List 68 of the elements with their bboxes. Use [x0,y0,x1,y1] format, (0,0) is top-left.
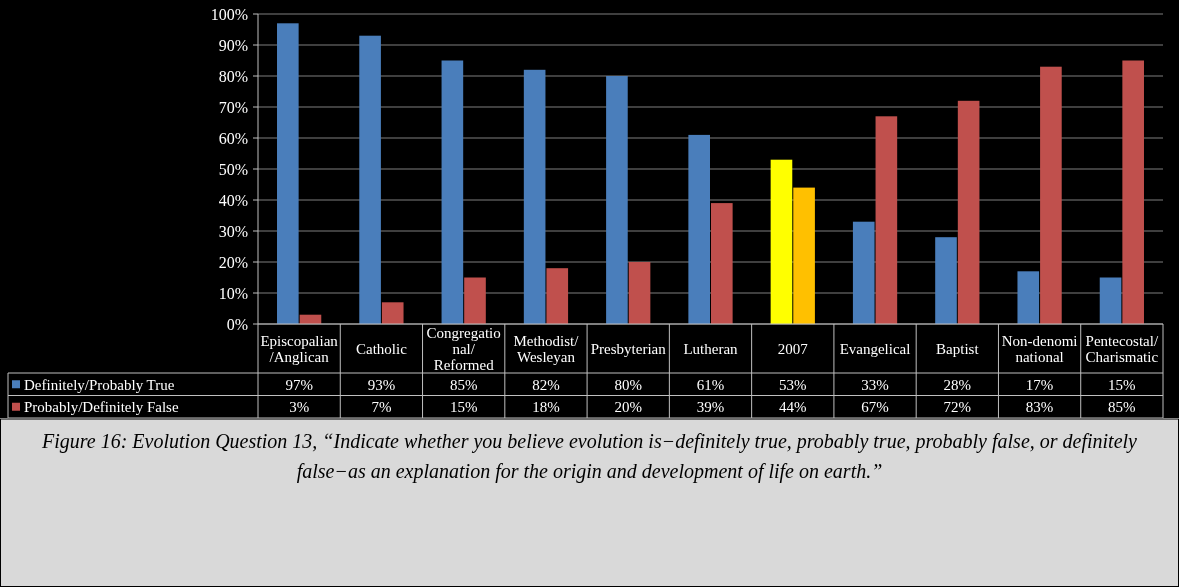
data-label: 97% [285,376,313,393]
data-label: 18% [532,399,560,415]
bar [381,302,404,324]
data-label: 80% [614,376,642,393]
data-label: 28% [943,376,972,393]
bar [523,69,546,324]
bar [793,187,815,324]
y-tick-label: 40% [218,191,248,209]
bar [711,203,733,324]
y-tick-label: 90% [218,36,248,54]
data-label: 39% [696,399,725,415]
bar [957,100,980,324]
y-tick-label: 20% [218,253,248,271]
y-tick-label: 0% [226,315,248,333]
data-label: 83% [1025,399,1054,415]
x-tick-label: Non-denominational [1001,332,1078,365]
x-tick-label: Episcopalian/Anglican [260,332,339,365]
data-label: 82% [532,376,560,393]
y-tick-label: 60% [218,129,248,147]
bar [546,268,569,324]
bar [606,76,628,324]
bar [441,60,464,324]
x-tick-label: 2007 [777,340,809,357]
y-tick-label: 50% [218,160,248,178]
x-tick-label: Methodist/Wesleyan [513,332,580,365]
bar [628,262,651,324]
bar [852,221,875,324]
data-label: 85% [449,376,478,393]
y-tick-label: 100% [210,5,248,23]
data-label: 33% [861,376,889,393]
data-label: 85% [1108,399,1136,415]
data-label: 44% [779,399,807,415]
data-label: 15% [1108,376,1136,393]
legend-label: Definitely/Probably True [24,376,175,393]
data-label: 93% [367,376,396,393]
bar [688,134,710,324]
data-label: 15% [449,399,478,415]
x-tick-label: Congregational/ Reformed [426,324,501,373]
data-label: 20% [614,399,642,415]
bar [277,23,299,324]
bar [1017,271,1040,324]
y-tick-label: 70% [218,98,248,116]
data-label: 7% [371,399,392,415]
y-tick-label: 30% [218,222,248,240]
bar [935,237,957,324]
bar [1122,60,1144,324]
bar [1099,277,1122,324]
data-label: 3% [289,399,310,415]
data-label: 72% [943,399,972,415]
x-tick-label: Catholic [356,340,408,357]
x-tick-label: Baptist [936,340,980,357]
x-tick-label: Pentecostal/Charismatic [1085,332,1159,365]
legend-label: Probably/Definitely False [24,399,179,415]
x-tick-label: Lutheran [683,340,739,357]
caption: Figure 16: Evolution Question 13, “Indicate whether you believe evolution is−definitely true, probably true, probably false, or definitely false−as an explanation for the origin and development of life on earth.” [41,430,1138,483]
bar [770,159,793,324]
bar [875,116,898,324]
data-label: 53% [779,376,807,393]
y-tick-label: 80% [218,67,248,85]
bar [1040,66,1062,324]
bar [464,277,486,324]
x-tick-label: Presbyterian [590,340,667,357]
data-label: 61% [696,376,725,393]
y-tick-label: 10% [218,284,248,302]
data-label: 17% [1025,376,1054,393]
bar [359,35,381,324]
data-label: 67% [861,399,889,415]
x-tick-label: Evangelical [839,340,911,357]
